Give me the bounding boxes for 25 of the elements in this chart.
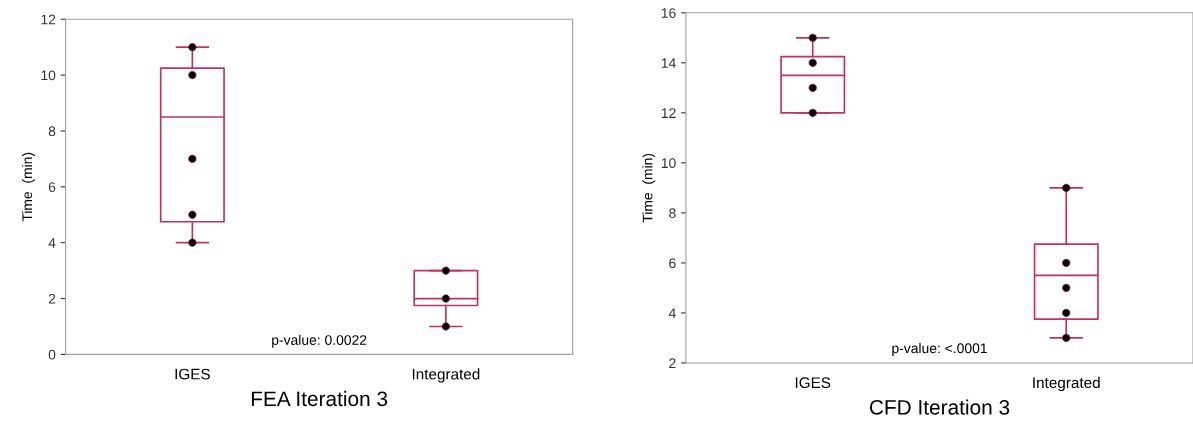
- y-tick-label: 6: [669, 258, 676, 269]
- y-axis-title: Time (min): [642, 153, 656, 223]
- y-tick-label: 10: [41, 70, 56, 81]
- x-axis-title: CFD Iteration 3: [869, 399, 1010, 415]
- annotation: p-value: 0.0022: [272, 334, 367, 348]
- x-tick-label: Integrated: [1033, 376, 1100, 392]
- y-tick-label: 0: [48, 349, 56, 360]
- x-axis-title: FEA Iteration 3: [251, 390, 388, 407]
- y-tick-label: 4: [48, 238, 56, 248]
- y-axis-title: Time (min): [21, 152, 35, 222]
- x-tick-label: Integrated: [412, 368, 480, 383]
- y-tick-label: 2: [48, 293, 56, 304]
- y-tick-label: 6: [48, 182, 56, 192]
- annotation: p-value: <.0001: [892, 343, 987, 356]
- y-tick-label: 12: [661, 108, 676, 118]
- y-tick-label: 14: [661, 58, 676, 68]
- y-tick-label: 8: [669, 208, 676, 219]
- y-tick-label: 16: [661, 8, 676, 18]
- y-tick-label: 12: [41, 14, 56, 25]
- y-tick-label: 10: [661, 158, 676, 169]
- y-tick-label: 2: [669, 358, 676, 368]
- x-tick-label: IGES: [795, 377, 831, 389]
- y-tick-label: 8: [48, 126, 56, 137]
- x-tick-label: IGES: [175, 368, 210, 380]
- y-tick-label: 4: [668, 308, 676, 318]
